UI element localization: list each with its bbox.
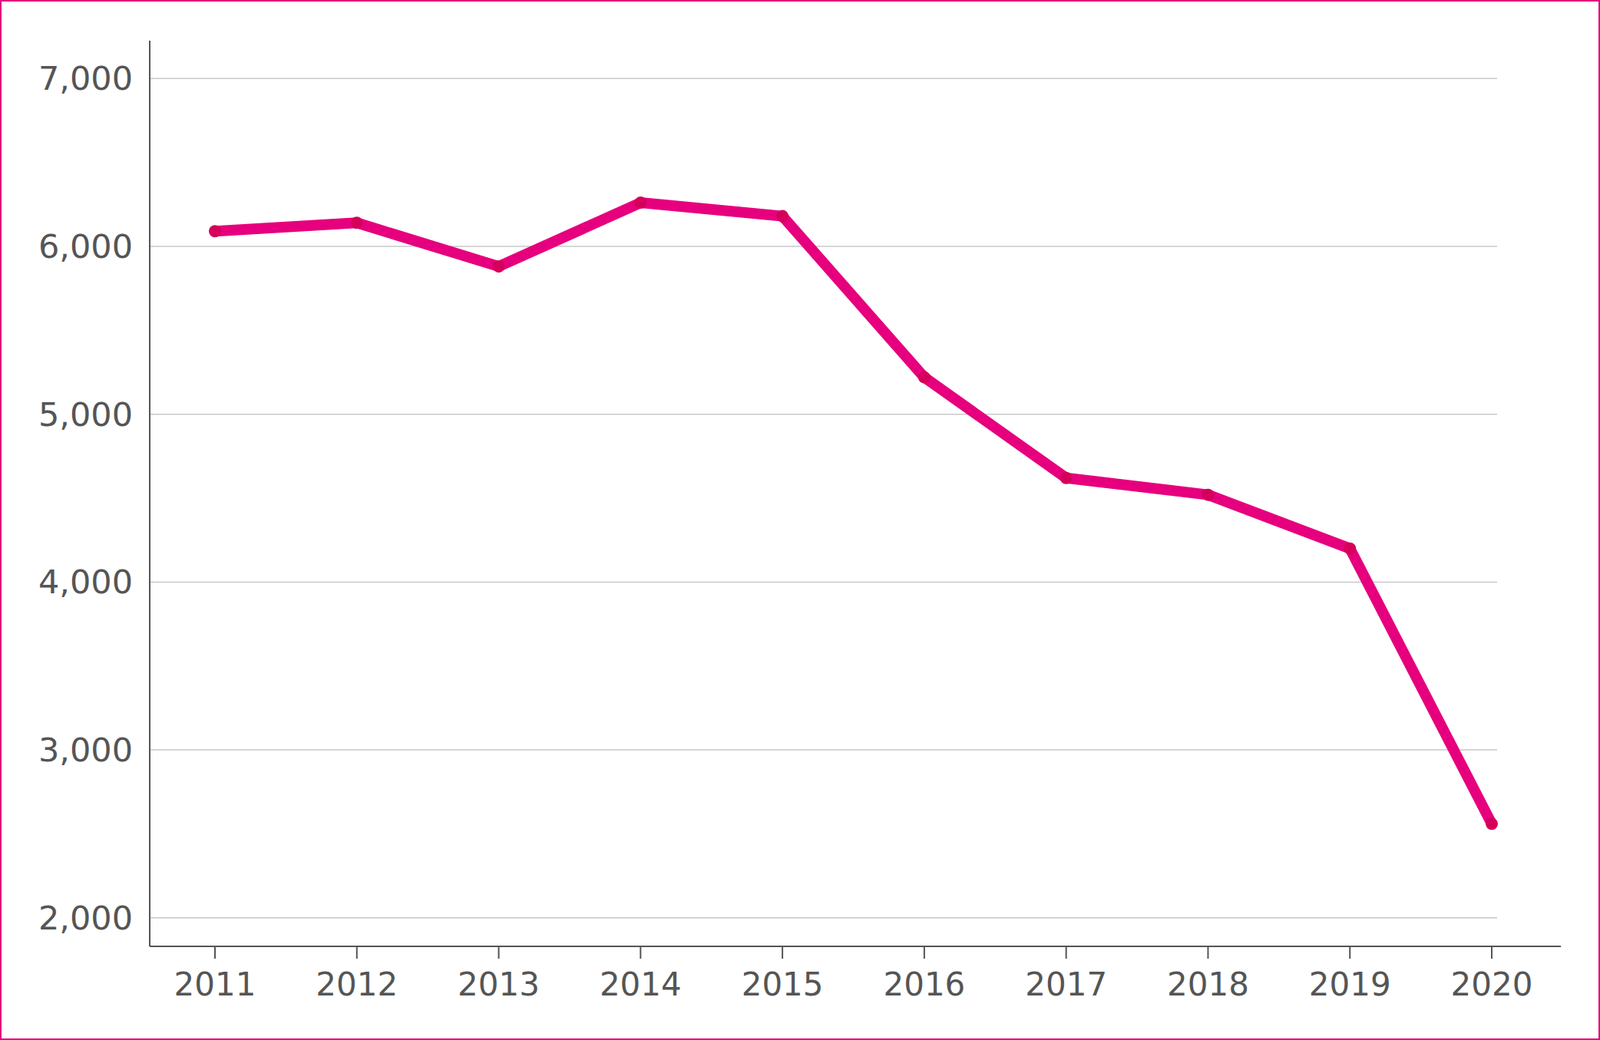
plot-area — [208, 196, 1498, 830]
y-axis — [148, 40, 151, 947]
grid-line — [149, 245, 1498, 248]
x-tick — [1348, 946, 1351, 959]
grid-line — [149, 77, 1498, 80]
data-point — [634, 196, 647, 209]
grid — [149, 78, 1498, 919]
grid-line — [149, 413, 1498, 416]
x-tick-label: 2013 — [457, 965, 540, 1004]
data-point — [492, 260, 506, 273]
x-tick-label: 2019 — [1309, 965, 1392, 1004]
x-tick-label: 2012 — [315, 965, 398, 1004]
y-tick-label: 5,000 — [38, 395, 133, 434]
frame — [0, 0, 1600, 1040]
x-tick-label: 2011 — [174, 965, 257, 1004]
x-tick — [923, 946, 926, 959]
data-point — [1060, 472, 1073, 485]
x-tick-label: 2017 — [1024, 965, 1108, 1004]
x-tick — [1206, 946, 1209, 959]
chart-container: 2,000 3,000 4,000 5,000 6,000 7,000 2011 2012 20… — [0, 0, 1600, 1040]
x-tick-label: 2016 — [882, 965, 966, 1004]
x-tick — [498, 946, 500, 959]
data-line — [214, 202, 1492, 824]
x-tick — [639, 946, 642, 959]
x-tick — [781, 946, 784, 959]
y-tick-label: 3,000 — [38, 730, 133, 770]
x-tick — [1065, 946, 1068, 959]
data-point — [918, 371, 931, 384]
y-tick-label: 6,000 — [38, 227, 133, 266]
grid-line — [149, 581, 1498, 584]
data-point — [776, 210, 789, 223]
x-tick-label: 2014 — [599, 965, 682, 1004]
chart-svg: 2,000 3,000 4,000 5,000 6,000 7,000 2011 2012 20… — [0, 0, 1600, 1040]
data-point — [1201, 489, 1214, 502]
data-point — [1343, 542, 1356, 556]
x-tick-label: 2020 — [1451, 965, 1534, 1004]
x-tick — [214, 946, 216, 959]
x-tick-label: 2018 — [1166, 965, 1250, 1004]
y-tick-label: 4,000 — [38, 562, 133, 602]
data-point — [1485, 817, 1498, 830]
y-tick-label: 7,000 — [38, 59, 133, 98]
x-tick — [1490, 946, 1493, 959]
y-tick-label: 2,000 — [38, 899, 133, 938]
grid-line — [149, 917, 1498, 920]
x-tick — [356, 946, 358, 959]
grid-line — [149, 749, 1498, 751]
data-point — [208, 224, 222, 238]
data-point — [350, 216, 364, 229]
x-tick-label: 2015 — [741, 965, 824, 1004]
